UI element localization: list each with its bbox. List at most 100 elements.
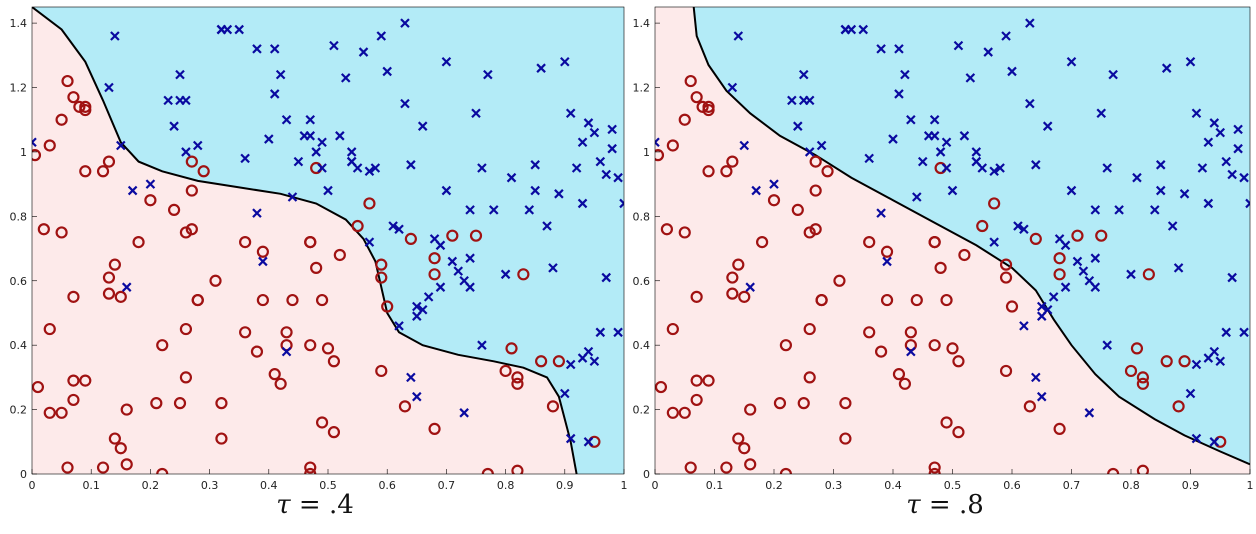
class-a-point [304, 339, 317, 352]
class-b-point [894, 44, 904, 54]
class-a-point [934, 261, 947, 274]
y-tick-label: 1.4 [10, 17, 28, 30]
class-b-point [655, 137, 660, 148]
class-b-point [465, 282, 475, 292]
class-b-point [876, 44, 886, 54]
class-a-point [839, 397, 852, 410]
y-tick-label: 0.2 [633, 404, 651, 417]
class-b-point [565, 108, 576, 119]
class-a-point [779, 467, 792, 474]
class-b-point [1072, 256, 1083, 267]
class-b-point [1239, 327, 1249, 338]
class-a-point [666, 322, 679, 336]
class-a-point [928, 467, 941, 474]
class-a-point [863, 326, 876, 339]
class-a-point [958, 248, 971, 262]
y-tick-label: 0.8 [633, 210, 651, 223]
class-a-point [696, 100, 709, 113]
class-b-point [400, 98, 410, 109]
class-b-point [335, 131, 345, 141]
class-a-point [803, 226, 816, 239]
class-a-point [286, 293, 299, 307]
class-a-point [156, 467, 169, 474]
class-b-point [1078, 266, 1089, 276]
class-a-point [114, 442, 127, 455]
class-a-region [32, 7, 577, 474]
class-b-point [441, 185, 452, 196]
class-a-point [880, 293, 894, 307]
class-b-point [894, 89, 904, 99]
class-b-point [317, 137, 327, 148]
class-b-point [524, 205, 535, 215]
class-b-point [252, 208, 262, 218]
class-b-point [275, 69, 286, 80]
class-a-point [702, 103, 715, 117]
class-b-point [406, 160, 416, 170]
class-a-point [505, 342, 518, 355]
class-b-point [1209, 437, 1220, 447]
class-a-point [803, 322, 816, 336]
class-a-point [327, 355, 341, 368]
class-a-point [1124, 364, 1138, 378]
class-a-point [809, 184, 822, 197]
x-tick-label: 0.5 [944, 479, 962, 490]
class-a-point [744, 458, 757, 471]
class-b-point [453, 266, 464, 276]
class-b-point [739, 140, 750, 151]
class-a-point [256, 293, 269, 307]
class-a-point [1095, 229, 1108, 242]
class-a-point [940, 293, 953, 307]
class-a-point [197, 165, 210, 178]
class-b-point [358, 47, 369, 57]
class-b-point [1203, 353, 1214, 363]
class-a-point [988, 197, 1001, 210]
class-a-point [96, 461, 110, 474]
class-b-point [917, 156, 928, 167]
x-tick-label: 0.4 [260, 479, 278, 490]
class-b-point [1239, 172, 1249, 183]
class-a-point [1053, 422, 1066, 436]
class-b-point [32, 137, 37, 148]
class-b-point [1203, 198, 1214, 209]
chart-plot: 0 0.1 0.2 0.3 0.4 0.5 0.6 0.7 0.8 0.9 1 0 0.2 0.4 0.6 0… [633, 6, 1254, 490]
class-a-point [732, 258, 745, 271]
class-b-point [947, 185, 958, 196]
class-b-point [340, 73, 351, 83]
class-a-point [655, 149, 665, 162]
class-a-point [428, 422, 441, 436]
class-b-point [769, 179, 779, 189]
class-b-point [1036, 391, 1047, 402]
class-b-point [560, 56, 570, 67]
class-a-point [511, 377, 524, 390]
class-b-point [912, 192, 922, 202]
class-a-point [179, 371, 193, 384]
class-b-point [935, 147, 946, 157]
class-a-point [363, 197, 376, 210]
class-a-point [304, 461, 317, 474]
class-a-point [660, 223, 674, 236]
class-b-point [1096, 108, 1107, 119]
class-b-point [1042, 121, 1053, 131]
class-a-point [132, 236, 145, 249]
class-b-point [1066, 56, 1077, 67]
class-a-point [428, 268, 441, 281]
class-b-point [971, 156, 982, 167]
class-a-point [726, 287, 739, 300]
class-b-point [1090, 282, 1101, 292]
class-b-point [477, 163, 487, 173]
class-a-point [1136, 371, 1150, 384]
class-a-point [726, 271, 739, 284]
class-b-point [269, 89, 280, 99]
class-b-point [1031, 160, 1041, 170]
class-a-point [1023, 400, 1036, 413]
class-b-point [577, 137, 588, 148]
class-b-point [751, 185, 761, 196]
class-a-point [375, 258, 388, 271]
class-b-point [906, 114, 916, 125]
class-b-point [506, 172, 517, 183]
caption-value: = .8 [928, 490, 984, 520]
class-a-point [79, 374, 92, 387]
class-b-point [169, 121, 179, 131]
class-a-point [690, 393, 703, 407]
class-a-point [1029, 232, 1042, 245]
